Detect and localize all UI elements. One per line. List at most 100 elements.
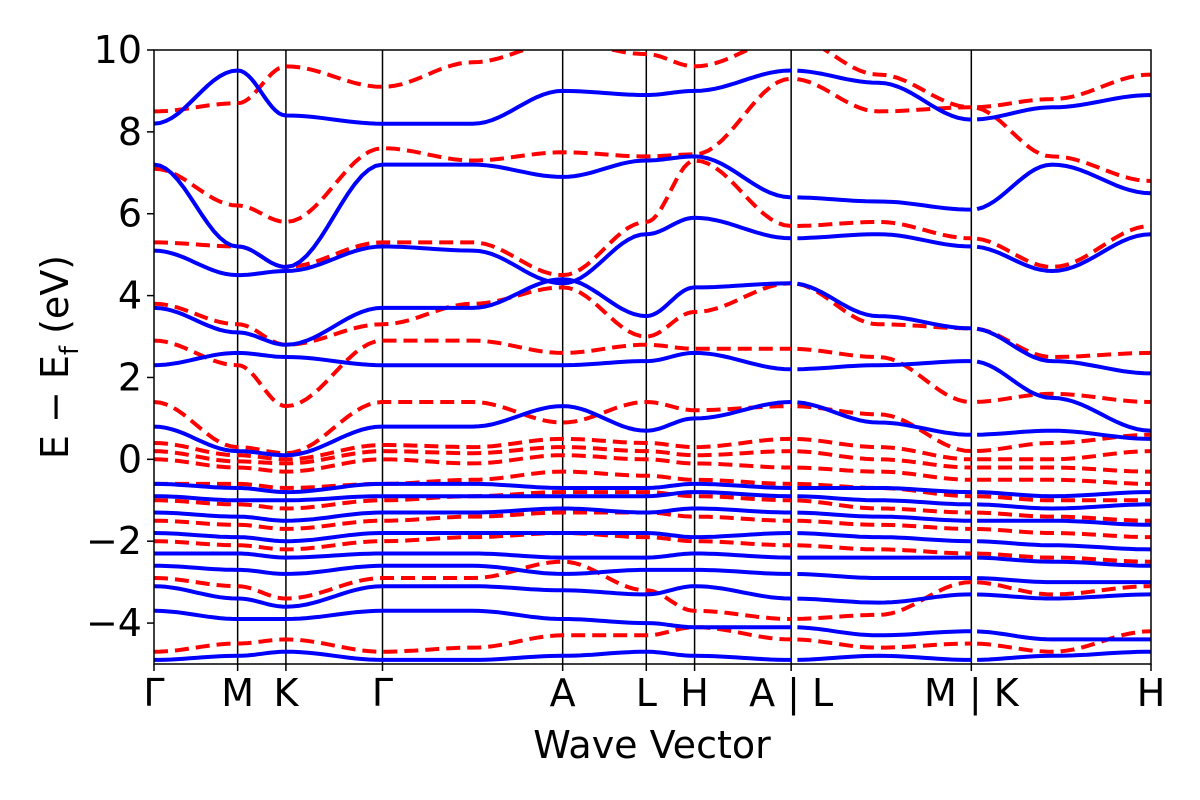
dashed-band-2-seg-1 bbox=[797, 219, 972, 241]
dashed-band-6-seg-2 bbox=[977, 449, 1151, 462]
y-tick-label-5: 0 bbox=[118, 437, 142, 481]
y-tick-label-3: 4 bbox=[118, 274, 142, 318]
solid-band-2-seg-1 bbox=[797, 232, 972, 249]
dashed-band-11-seg-0 bbox=[154, 510, 792, 531]
solid-band-1-seg-2 bbox=[976, 162, 1151, 212]
dashed-band-0-seg-2 bbox=[976, 72, 1151, 110]
dashed-band-14-seg-0 bbox=[154, 625, 792, 654]
solid-band-2-seg-2 bbox=[976, 232, 1151, 273]
solid-band-9-seg-0 bbox=[154, 531, 792, 544]
solid-band-0-seg-1 bbox=[797, 68, 972, 122]
dashed-band-10-seg-1 bbox=[797, 498, 972, 515]
dashed-band-2-seg-0 bbox=[154, 158, 792, 278]
dashed-band-7-seg-2 bbox=[977, 465, 1151, 474]
y-tick-label-4: 2 bbox=[118, 355, 142, 399]
x-tick-label-0: Γ bbox=[143, 671, 164, 715]
dashed-band-1-seg-1 bbox=[797, 77, 972, 114]
dashed-band-4-seg-1 bbox=[797, 346, 972, 404]
solid-band-5-seg-2 bbox=[977, 428, 1151, 441]
solid-band-3-seg-0 bbox=[154, 277, 792, 347]
solid-band-9-seg-1 bbox=[797, 531, 972, 544]
solid-band-14-seg-2 bbox=[977, 649, 1151, 662]
dashed-band-7-seg-0 bbox=[154, 445, 792, 466]
x-tick-label-8: M | K bbox=[924, 671, 1020, 716]
y-tick-label-7: −4 bbox=[86, 601, 142, 645]
y-axis-title: E − Ef (eV) bbox=[33, 255, 85, 459]
y-axis-ticks: 10 8 6 4 2 0 −2 −4 bbox=[86, 28, 154, 645]
solid-band-14-seg-0 bbox=[154, 649, 792, 662]
solid-band-6-seg-0 bbox=[154, 481, 792, 495]
dashed-band-11-seg-2 bbox=[977, 527, 1151, 540]
solid-band-6-seg-1 bbox=[797, 486, 972, 495]
x-tick-label-6: H bbox=[680, 671, 709, 715]
dashed-band-1-seg-2 bbox=[976, 105, 1151, 183]
dashed-band-1-seg-0 bbox=[154, 76, 792, 224]
solid-band-8-seg-0 bbox=[154, 506, 792, 523]
solid-band-9-seg-2 bbox=[977, 539, 1151, 552]
x-tick-label-7: A | L bbox=[749, 671, 833, 716]
solid-band-12-seg-1 bbox=[797, 592, 972, 605]
y-tick-label-1: 8 bbox=[118, 110, 142, 154]
solid-band-13-seg-0 bbox=[154, 608, 792, 630]
solid-band-3-seg-1 bbox=[797, 281, 972, 331]
dashed-band-12-seg-2 bbox=[977, 551, 1151, 564]
y-axis-title-main: E − E bbox=[33, 355, 77, 459]
dashed-band-13-seg-1 bbox=[797, 580, 972, 621]
solid-band-5-seg-0 bbox=[154, 400, 792, 458]
solid-band-7-seg-1 bbox=[797, 494, 972, 507]
solid-band-5-seg-1 bbox=[797, 400, 972, 437]
band-lines bbox=[154, 50, 1151, 662]
solid-band-0-seg-2 bbox=[976, 93, 1151, 122]
plot-frame bbox=[153, 49, 1152, 665]
solid-band-4-seg-0 bbox=[154, 350, 792, 372]
solid-band-11-seg-1 bbox=[797, 572, 972, 580]
solid-band-4-seg-1 bbox=[797, 359, 972, 372]
solid-band-7-seg-0 bbox=[154, 490, 792, 503]
dashed-band-5-seg-2 bbox=[976, 432, 1151, 453]
solid-band-14-seg-1 bbox=[797, 653, 972, 662]
x-tick-label-9: H bbox=[1137, 671, 1166, 715]
dashed-band-11-seg-1 bbox=[797, 518, 972, 531]
solid-band-13-seg-1 bbox=[797, 625, 972, 638]
solid-band-6-seg-2 bbox=[977, 490, 1151, 499]
dashed-band-4-seg-2 bbox=[976, 391, 1151, 404]
dashed-band-13-seg-2 bbox=[976, 580, 1151, 597]
solid-band-10-seg-2 bbox=[977, 555, 1151, 568]
dashed-band-12-seg-1 bbox=[797, 543, 972, 556]
dashed-band-5-seg-0 bbox=[154, 400, 792, 456]
dashed-band-4-seg-0 bbox=[154, 338, 792, 409]
solid-band-2-seg-0 bbox=[154, 215, 792, 286]
dashed-band-12-seg-0 bbox=[154, 531, 792, 552]
solid-band-8-seg-1 bbox=[797, 510, 972, 523]
solid-band-3-seg-2 bbox=[976, 326, 1151, 376]
y-axis-title-unit: (eV) bbox=[33, 255, 77, 346]
x-tick-label-1: M bbox=[221, 671, 254, 715]
solid-band-10-seg-0 bbox=[154, 551, 792, 560]
dashed-band-10-seg-2 bbox=[977, 510, 1151, 523]
dashed-band-9-seg-0 bbox=[154, 469, 792, 490]
y-axis-title-subscript: f bbox=[55, 345, 85, 355]
solid-band-1-seg-1 bbox=[797, 195, 972, 212]
dashed-band-0-seg-0 bbox=[154, 50, 753, 114]
solid-band-12-seg-2 bbox=[977, 592, 1151, 601]
dashed-band-14-seg-1 bbox=[797, 637, 972, 650]
dashed-band-8-seg-1 bbox=[797, 465, 972, 482]
dashed-band-8-seg-0 bbox=[154, 453, 792, 474]
solid-band-7-seg-2 bbox=[977, 502, 1151, 511]
dashed-band-14-seg-2 bbox=[976, 629, 1151, 654]
y-tick-label-6: −2 bbox=[86, 519, 142, 563]
dashed-band-6-seg-0 bbox=[154, 436, 792, 462]
dashed-band-2-seg-2 bbox=[976, 224, 1151, 269]
y-tick-label-0: 10 bbox=[94, 28, 142, 72]
solid-band-0-seg-0 bbox=[154, 68, 792, 126]
solid-band-11-seg-0 bbox=[154, 563, 792, 576]
x-tick-label-4: A bbox=[550, 671, 576, 715]
x-axis-title: Wave Vector bbox=[533, 723, 771, 767]
x-tick-label-3: Γ bbox=[372, 671, 393, 715]
dashed-band-7-seg-1 bbox=[797, 449, 972, 470]
solid-band-13-seg-2 bbox=[976, 629, 1151, 642]
dashed-band-6-seg-1 bbox=[797, 437, 972, 462]
